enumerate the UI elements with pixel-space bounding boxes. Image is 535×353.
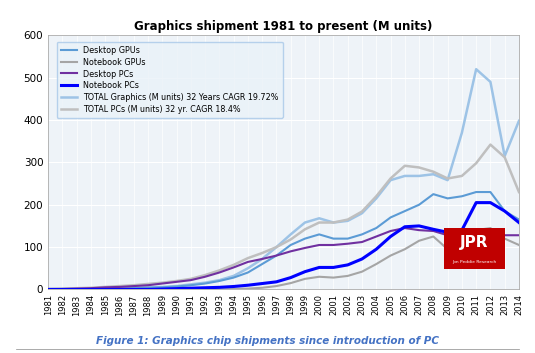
Title: Graphics shipment 1981 to present (M units): Graphics shipment 1981 to present (M uni… (134, 20, 433, 33)
Text: Jon Peddie Research: Jon Peddie Research (452, 260, 496, 264)
Legend: Desktop GPUs, Notebook GPUs, Desktop PCs, Notebook PCs, TOTAL Graphics (M units): Desktop GPUs, Notebook GPUs, Desktop PCs… (57, 42, 283, 118)
Text: JPR: JPR (460, 235, 488, 250)
Text: Figure 1: Graphics chip shipments since introduction of PC: Figure 1: Graphics chip shipments since … (96, 336, 439, 346)
